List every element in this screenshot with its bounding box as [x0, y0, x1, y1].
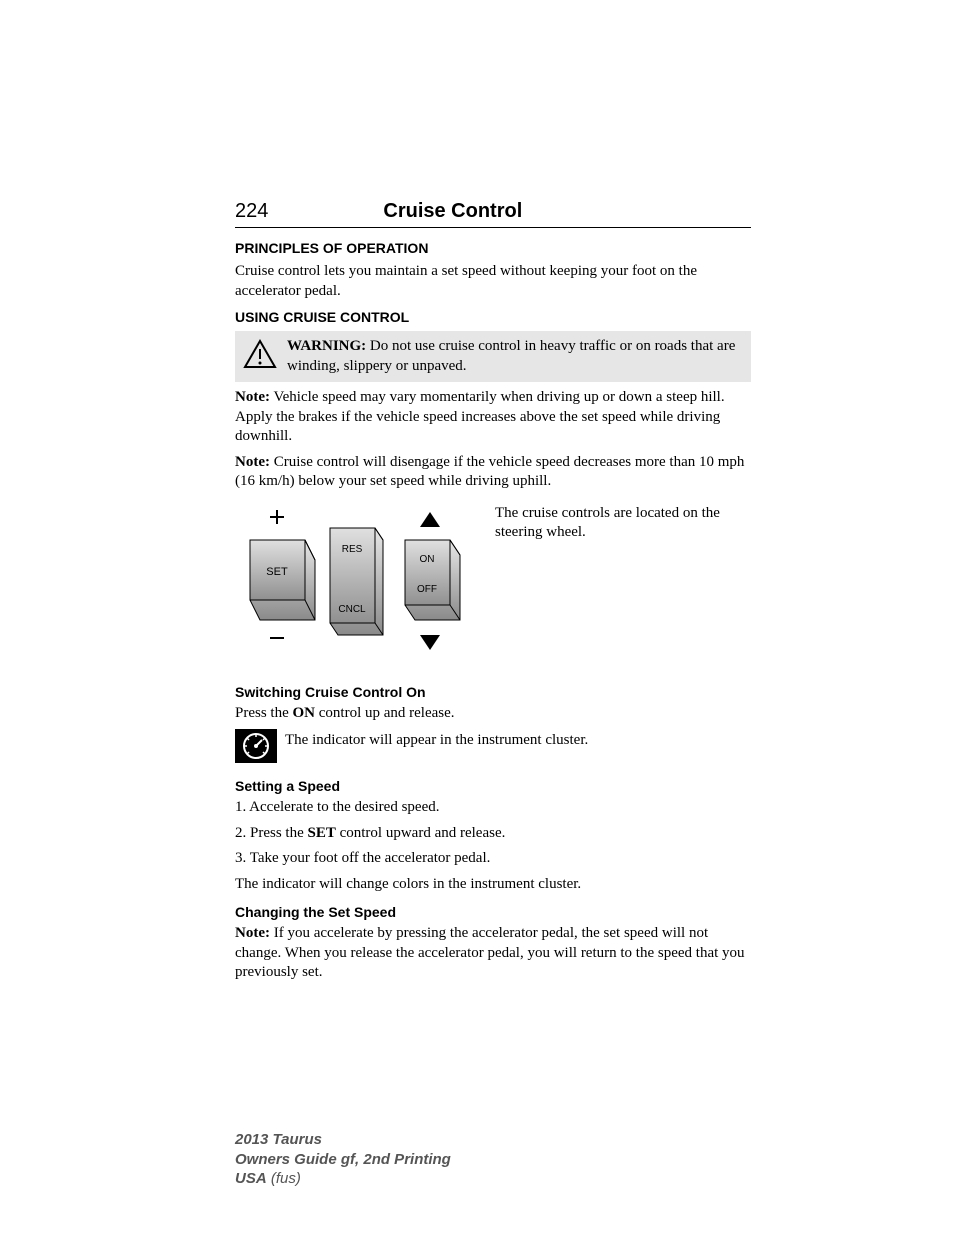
svg-text:ON: ON: [420, 554, 435, 565]
footer-line3-bold: USA: [235, 1170, 267, 1187]
heading-using: USING CRUISE CONTROL: [235, 309, 751, 325]
svg-text:RES: RES: [342, 544, 363, 555]
setting-result: The indicator will change colors in the …: [235, 875, 751, 895]
controls-caption: The cruise controls are located on the s…: [495, 500, 751, 543]
indicator-text: The indicator will appear in the instrum…: [285, 729, 588, 751]
page-footer: 2013 Taurus Owners Guide gf, 2nd Printin…: [235, 1130, 451, 1189]
footer-line2: Owners Guide gf, 2nd Printing: [235, 1150, 451, 1170]
step2-post: control upward and release.: [336, 825, 506, 841]
heading-setting-speed: Setting a Speed: [235, 778, 751, 794]
warning-triangle-icon: [243, 339, 277, 374]
step2-pre: 2. Press the: [235, 825, 308, 841]
switching-text: Press the ON control up and release.: [235, 704, 751, 724]
page-header: 224 Cruise Control: [235, 200, 751, 228]
step2-bold: SET: [308, 825, 336, 841]
setting-step2: 2. Press the SET control upward and rele…: [235, 824, 751, 844]
svg-text:CNCL: CNCL: [338, 604, 366, 615]
heading-principles: PRINCIPLES OF OPERATION: [235, 240, 751, 256]
switching-bold: ON: [293, 705, 316, 721]
note2: Note: Cruise control will disengage if t…: [235, 453, 751, 492]
controls-row: SET RES CNCL: [235, 500, 751, 670]
changing-label: Note:: [235, 925, 270, 941]
svg-text:SET: SET: [266, 566, 288, 578]
heading-switching-on: Switching Cruise Control On: [235, 684, 751, 700]
footer-line1: 2013 Taurus: [235, 1130, 451, 1150]
page-number: 224: [235, 200, 268, 223]
note1: Note: Vehicle speed may vary momentarily…: [235, 388, 751, 447]
note1-label: Note:: [235, 389, 270, 405]
warning-box: WARNING: Do not use cruise control in he…: [235, 331, 751, 382]
switching-pre: Press the: [235, 705, 293, 721]
principles-text: Cruise control lets you maintain a set s…: [235, 262, 751, 301]
cruise-controls-diagram: SET RES CNCL: [235, 500, 475, 670]
note1-body: Vehicle speed may vary momentarily when …: [235, 389, 725, 444]
indicator-row: The indicator will appear in the instrum…: [235, 729, 751, 768]
warning-text: WARNING: Do not use cruise control in he…: [287, 337, 743, 376]
changing-body: If you accelerate by pressing the accele…: [235, 925, 745, 980]
note2-label: Note:: [235, 454, 270, 470]
svg-text:OFF: OFF: [417, 584, 437, 595]
speedometer-icon: [235, 729, 277, 768]
note2-body: Cruise control will disengage if the veh…: [235, 454, 744, 490]
warning-label: WARNING:: [287, 338, 366, 354]
heading-changing-speed: Changing the Set Speed: [235, 904, 751, 920]
setting-step3: 3. Take your foot off the accelerator pe…: [235, 849, 751, 869]
switching-post: control up and release.: [315, 705, 455, 721]
page-content: 224 Cruise Control PRINCIPLES OF OPERATI…: [0, 0, 951, 983]
setting-step1: 1. Accelerate to the desired speed.: [235, 798, 751, 818]
footer-line3: USA (fus): [235, 1169, 451, 1189]
chapter-title: Cruise Control: [383, 200, 522, 223]
footer-line3-rest: (fus): [267, 1170, 301, 1187]
changing-note: Note: If you accelerate by pressing the …: [235, 924, 751, 983]
